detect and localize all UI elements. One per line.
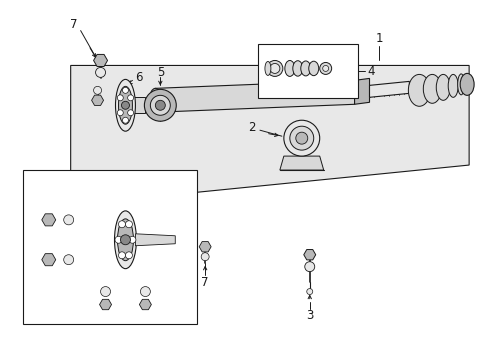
Polygon shape <box>135 234 175 246</box>
Text: 4: 4 <box>368 65 375 78</box>
Ellipse shape <box>116 80 135 131</box>
Polygon shape <box>369 81 409 97</box>
Circle shape <box>150 95 171 115</box>
Polygon shape <box>71 66 469 205</box>
Circle shape <box>100 287 111 297</box>
Circle shape <box>128 95 134 101</box>
Circle shape <box>119 221 125 228</box>
Bar <box>23 170 197 324</box>
Text: 1: 1 <box>376 32 383 45</box>
Circle shape <box>122 117 128 123</box>
Circle shape <box>290 126 314 150</box>
Circle shape <box>201 253 209 261</box>
Circle shape <box>155 100 165 110</box>
Circle shape <box>119 252 125 259</box>
Polygon shape <box>155 80 355 112</box>
Circle shape <box>64 215 74 225</box>
Ellipse shape <box>149 88 161 112</box>
Circle shape <box>267 60 283 76</box>
Ellipse shape <box>119 86 132 124</box>
Circle shape <box>307 289 313 294</box>
Text: 7: 7 <box>201 276 209 289</box>
Polygon shape <box>280 156 324 170</box>
Circle shape <box>145 89 176 121</box>
Polygon shape <box>355 78 369 104</box>
Circle shape <box>128 110 134 116</box>
Polygon shape <box>42 254 56 266</box>
Ellipse shape <box>285 60 295 76</box>
Circle shape <box>64 255 74 265</box>
Circle shape <box>125 221 132 228</box>
Circle shape <box>323 66 329 71</box>
Polygon shape <box>42 214 56 226</box>
Circle shape <box>141 287 150 297</box>
Circle shape <box>122 87 128 93</box>
Text: 6: 6 <box>135 71 142 84</box>
Circle shape <box>117 95 123 101</box>
Circle shape <box>117 110 123 116</box>
Polygon shape <box>99 300 112 310</box>
Ellipse shape <box>301 61 311 76</box>
Ellipse shape <box>436 75 450 100</box>
Ellipse shape <box>458 74 465 95</box>
Ellipse shape <box>118 219 133 261</box>
Ellipse shape <box>423 75 441 103</box>
Circle shape <box>121 235 130 245</box>
Polygon shape <box>133 97 146 113</box>
Polygon shape <box>199 242 211 252</box>
Ellipse shape <box>309 61 318 76</box>
Circle shape <box>319 62 332 75</box>
Circle shape <box>94 86 101 94</box>
Circle shape <box>129 236 136 243</box>
Circle shape <box>115 236 122 243</box>
Text: 5: 5 <box>157 66 164 79</box>
Circle shape <box>305 262 315 272</box>
Ellipse shape <box>293 61 303 76</box>
Text: 3: 3 <box>306 309 314 322</box>
Ellipse shape <box>115 211 136 269</box>
Text: 2: 2 <box>248 121 256 134</box>
Circle shape <box>284 120 319 156</box>
Ellipse shape <box>448 75 458 97</box>
Text: 7: 7 <box>70 18 77 31</box>
Bar <box>258 44 358 98</box>
Polygon shape <box>140 300 151 310</box>
Text: 8: 8 <box>25 215 32 228</box>
Circle shape <box>296 132 308 144</box>
Ellipse shape <box>460 73 474 95</box>
Circle shape <box>96 67 105 77</box>
Ellipse shape <box>265 62 271 75</box>
Ellipse shape <box>408 75 430 106</box>
Polygon shape <box>94 54 107 67</box>
Circle shape <box>125 252 132 259</box>
Text: 6: 6 <box>85 298 92 311</box>
Circle shape <box>270 63 280 73</box>
Polygon shape <box>304 249 316 260</box>
Polygon shape <box>92 95 103 105</box>
Circle shape <box>122 101 129 109</box>
